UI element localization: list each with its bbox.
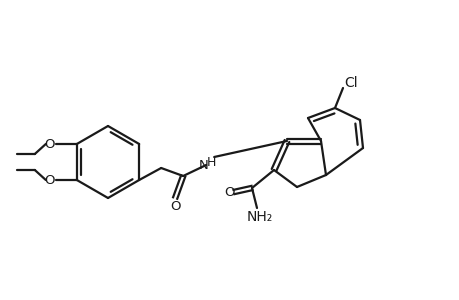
Text: O: O: [169, 200, 180, 212]
Text: O: O: [45, 173, 55, 187]
Text: Cl: Cl: [343, 76, 357, 90]
Text: N: N: [198, 158, 207, 172]
Text: H: H: [206, 155, 215, 169]
Text: O: O: [45, 137, 55, 151]
Text: NH₂: NH₂: [246, 210, 273, 224]
Text: O: O: [224, 185, 235, 199]
